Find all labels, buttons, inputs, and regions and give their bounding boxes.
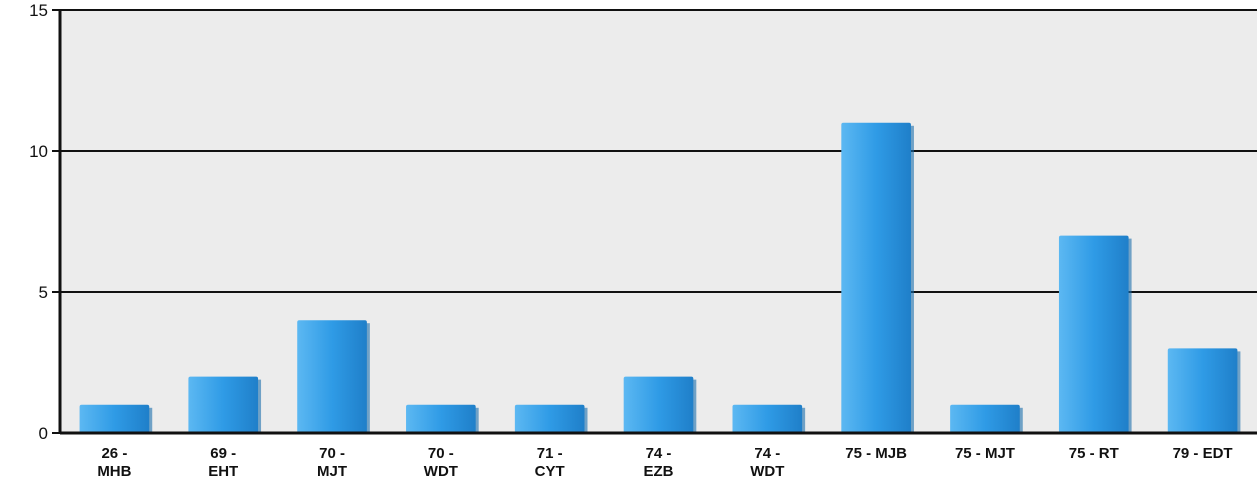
bar [406,404,476,433]
y-tick-label: 0 [39,424,48,443]
x-tick-label: 71 -CYT [535,445,565,480]
x-tick-label-line: MHB [97,463,131,480]
x-tick-label-line: CYT [535,463,565,480]
x-tick-label: 70 -WDT [424,445,458,480]
x-tick-label-line: 70 - [428,445,454,462]
y-tick-label: 15 [29,1,48,20]
bar [841,122,911,434]
plot-area [60,10,1257,433]
x-tick-label-line: WDT [424,463,458,480]
bar [1167,348,1238,433]
bar [188,376,259,433]
bars [79,122,1241,434]
bar [297,320,367,433]
x-tick-label: 26 -MHB [97,445,131,480]
axes [52,9,1257,435]
x-tick-label: 70 -MJT [317,445,347,480]
x-tick-label: 75 - MJT [955,445,1015,462]
x-tick-label: 74 -WDT [750,445,784,480]
bar [514,404,585,433]
x-tick-label-line: 75 - RT [1069,445,1119,462]
x-tick-label-line: 71 - [537,445,563,462]
bar [1058,235,1129,433]
x-tick-label-line: 69 - [210,445,236,462]
x-tick-label: 79 - EDT [1173,445,1233,462]
bar [623,376,694,433]
y-tick-label: 5 [39,283,48,302]
x-tick-label-line: EZB [644,463,674,480]
x-tick-label-line: 74 - [646,445,672,462]
x-tick-label: 69 -EHT [208,445,238,480]
x-tick-label-line: 75 - MJB [845,445,907,462]
x-tick-label-line: 74 - [754,445,780,462]
x-tick-label: 75 - MJB [845,445,907,462]
x-tick-label-line: 79 - EDT [1173,445,1233,462]
x-tick-label: 74 -EZB [644,445,674,480]
x-tick-label-line: 70 - [319,445,345,462]
x-tick-label-line: 26 - [101,445,127,462]
bar [732,404,803,433]
x-tick-label-line: EHT [208,463,238,480]
bar [950,404,1020,433]
x-tick-label: 75 - RT [1069,445,1119,462]
bar [79,404,150,433]
x-tick-label-line: 75 - MJT [955,445,1015,462]
y-tick-label: 10 [29,142,48,161]
x-tick-label-line: MJT [317,463,347,480]
y-tick-labels: 0 5 10 15 [29,1,48,443]
x-tick-label-line: WDT [750,463,784,480]
